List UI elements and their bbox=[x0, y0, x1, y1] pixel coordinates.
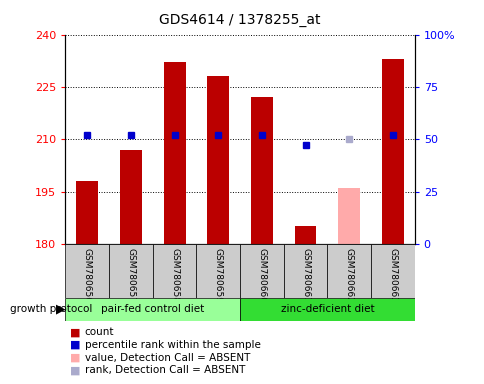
Bar bbox=[327, 244, 370, 298]
Bar bbox=[370, 244, 414, 298]
Bar bbox=[109, 244, 152, 298]
Text: ■: ■ bbox=[70, 340, 81, 350]
Text: GSM780656: GSM780656 bbox=[83, 248, 91, 303]
Text: GSM780658: GSM780658 bbox=[170, 248, 179, 303]
Bar bbox=[207, 76, 228, 244]
Bar bbox=[337, 188, 359, 244]
Bar bbox=[65, 298, 240, 321]
Bar bbox=[283, 244, 327, 298]
Text: GSM780657: GSM780657 bbox=[126, 248, 135, 303]
Text: value, Detection Call = ABSENT: value, Detection Call = ABSENT bbox=[85, 353, 250, 362]
Text: rank, Detection Call = ABSENT: rank, Detection Call = ABSENT bbox=[85, 365, 245, 375]
Bar bbox=[240, 244, 283, 298]
Text: pair-fed control diet: pair-fed control diet bbox=[101, 304, 204, 314]
Text: GSM780659: GSM780659 bbox=[213, 248, 222, 303]
Text: GSM780661: GSM780661 bbox=[301, 248, 309, 303]
Bar bbox=[196, 244, 240, 298]
Text: GDS4614 / 1378255_at: GDS4614 / 1378255_at bbox=[159, 13, 320, 27]
Bar bbox=[76, 181, 98, 244]
Bar bbox=[152, 244, 196, 298]
Text: ■: ■ bbox=[70, 365, 81, 375]
Bar bbox=[240, 298, 414, 321]
Text: GSM780663: GSM780663 bbox=[388, 248, 396, 303]
Text: GSM780662: GSM780662 bbox=[344, 248, 353, 303]
Text: zinc-deficient diet: zinc-deficient diet bbox=[280, 304, 374, 314]
Text: ▶: ▶ bbox=[56, 303, 66, 316]
Bar bbox=[120, 150, 141, 244]
Bar bbox=[294, 227, 316, 244]
Bar bbox=[381, 59, 403, 244]
Bar bbox=[65, 244, 109, 298]
Bar bbox=[251, 98, 272, 244]
Text: growth protocol: growth protocol bbox=[10, 304, 92, 314]
Text: count: count bbox=[85, 327, 114, 337]
Text: percentile rank within the sample: percentile rank within the sample bbox=[85, 340, 260, 350]
Bar bbox=[163, 63, 185, 244]
Text: ■: ■ bbox=[70, 327, 81, 337]
Text: ■: ■ bbox=[70, 353, 81, 362]
Text: GSM780660: GSM780660 bbox=[257, 248, 266, 303]
